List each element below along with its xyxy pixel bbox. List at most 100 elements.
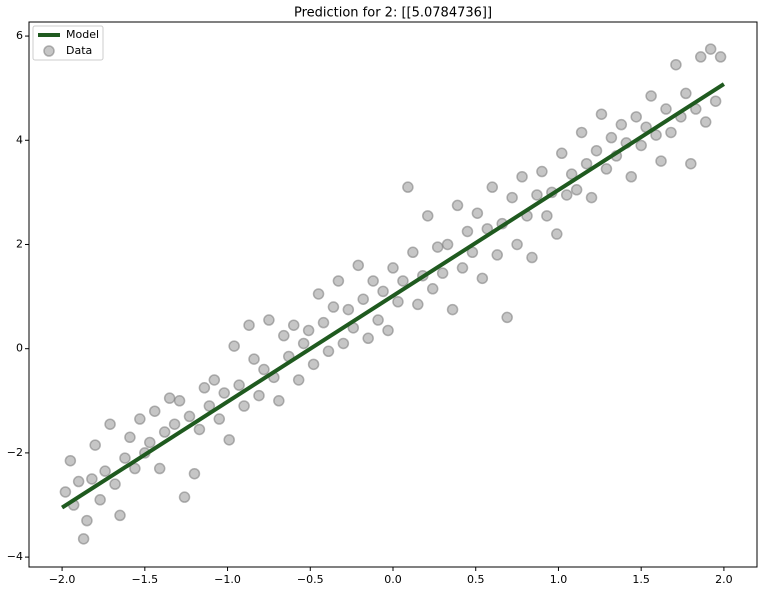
data-point <box>148 405 161 417</box>
data-point <box>645 90 657 102</box>
data-point <box>605 131 618 144</box>
data-point <box>188 467 201 480</box>
data-point <box>198 382 211 394</box>
data-point <box>208 374 221 386</box>
data-point <box>178 491 191 503</box>
data-point <box>124 431 136 444</box>
data-point <box>436 267 449 279</box>
data-point <box>297 337 310 350</box>
data-point <box>238 400 250 412</box>
data-point <box>233 379 245 391</box>
data-point <box>86 473 98 485</box>
x-tick-label: −1.0 <box>214 573 241 586</box>
data-point <box>397 275 409 287</box>
data-point <box>104 418 116 430</box>
legend-label: Data <box>66 44 92 57</box>
data-point <box>292 374 305 386</box>
data-point <box>461 225 474 238</box>
x-tick-label: −0.5 <box>297 573 324 586</box>
data-point <box>704 43 717 55</box>
data-point <box>699 116 712 128</box>
data-point <box>536 165 548 178</box>
data-point <box>387 262 399 274</box>
data-point <box>307 358 320 371</box>
data-point <box>342 303 355 316</box>
x-tick-label: 0.0 <box>384 573 402 586</box>
model-line <box>61 82 725 510</box>
data-point <box>575 126 588 139</box>
data-point <box>615 118 628 131</box>
data-point <box>278 329 290 342</box>
data-point <box>541 210 553 222</box>
y-tick-label: −2 <box>7 446 23 459</box>
data-point <box>72 475 85 488</box>
data-point <box>685 157 697 170</box>
data-point <box>81 514 93 527</box>
data-point <box>223 434 235 446</box>
data-point <box>213 413 226 425</box>
data-point <box>258 363 270 376</box>
data-point <box>421 210 434 222</box>
data-point <box>337 337 350 350</box>
data-point <box>317 316 330 329</box>
data-point <box>476 272 489 285</box>
data-point <box>486 181 499 193</box>
data-point <box>302 324 315 337</box>
data-point <box>362 332 374 345</box>
x-tick-label: 1.0 <box>550 573 568 586</box>
data-point <box>114 509 126 522</box>
data-point <box>109 478 121 490</box>
data-point <box>501 311 513 324</box>
data-point <box>650 129 662 141</box>
x-tick-label: −2.0 <box>49 573 76 586</box>
data-point <box>168 418 181 430</box>
data-point <box>714 51 727 63</box>
data-point <box>134 413 146 425</box>
x-tick-label: −1.5 <box>131 573 158 586</box>
data-point <box>253 389 265 402</box>
data-point <box>446 303 459 316</box>
data-point <box>327 301 340 313</box>
data-point <box>709 95 722 107</box>
data-point <box>526 251 538 264</box>
data-point <box>367 275 379 287</box>
data-point <box>163 392 176 404</box>
data-point <box>273 395 285 407</box>
data-point <box>635 139 647 152</box>
data-point <box>119 452 131 464</box>
data-point <box>471 207 484 219</box>
data-point <box>153 462 166 475</box>
data-point <box>426 283 439 295</box>
data-point <box>585 191 598 204</box>
data-point <box>158 426 171 438</box>
data-point <box>665 126 677 139</box>
data-point <box>243 319 255 331</box>
data-point <box>312 288 325 300</box>
data-point <box>89 439 101 451</box>
data-point <box>352 259 365 272</box>
data-point <box>670 58 682 71</box>
plot-area <box>59 43 727 545</box>
data-point <box>625 170 638 183</box>
data-point <box>77 533 90 545</box>
y-tick-label: −4 <box>7 550 23 563</box>
data-point <box>680 87 692 100</box>
data-point <box>560 189 573 201</box>
data-point <box>129 462 141 475</box>
data-point <box>441 238 454 251</box>
data-point <box>491 249 503 261</box>
data-point <box>183 410 196 423</box>
data-point <box>456 262 469 274</box>
y-tick-label: 6 <box>16 29 23 42</box>
data-point <box>580 157 593 170</box>
data-point <box>655 155 667 167</box>
legend-marker <box>43 45 55 57</box>
data-point <box>595 108 608 120</box>
chart-title: Prediction for 2: [[5.0784736]] <box>294 6 492 21</box>
data-point <box>193 423 206 436</box>
legend-label: Model <box>66 28 99 41</box>
data-point <box>531 189 543 201</box>
data-point <box>551 228 563 240</box>
data-point <box>392 296 404 308</box>
